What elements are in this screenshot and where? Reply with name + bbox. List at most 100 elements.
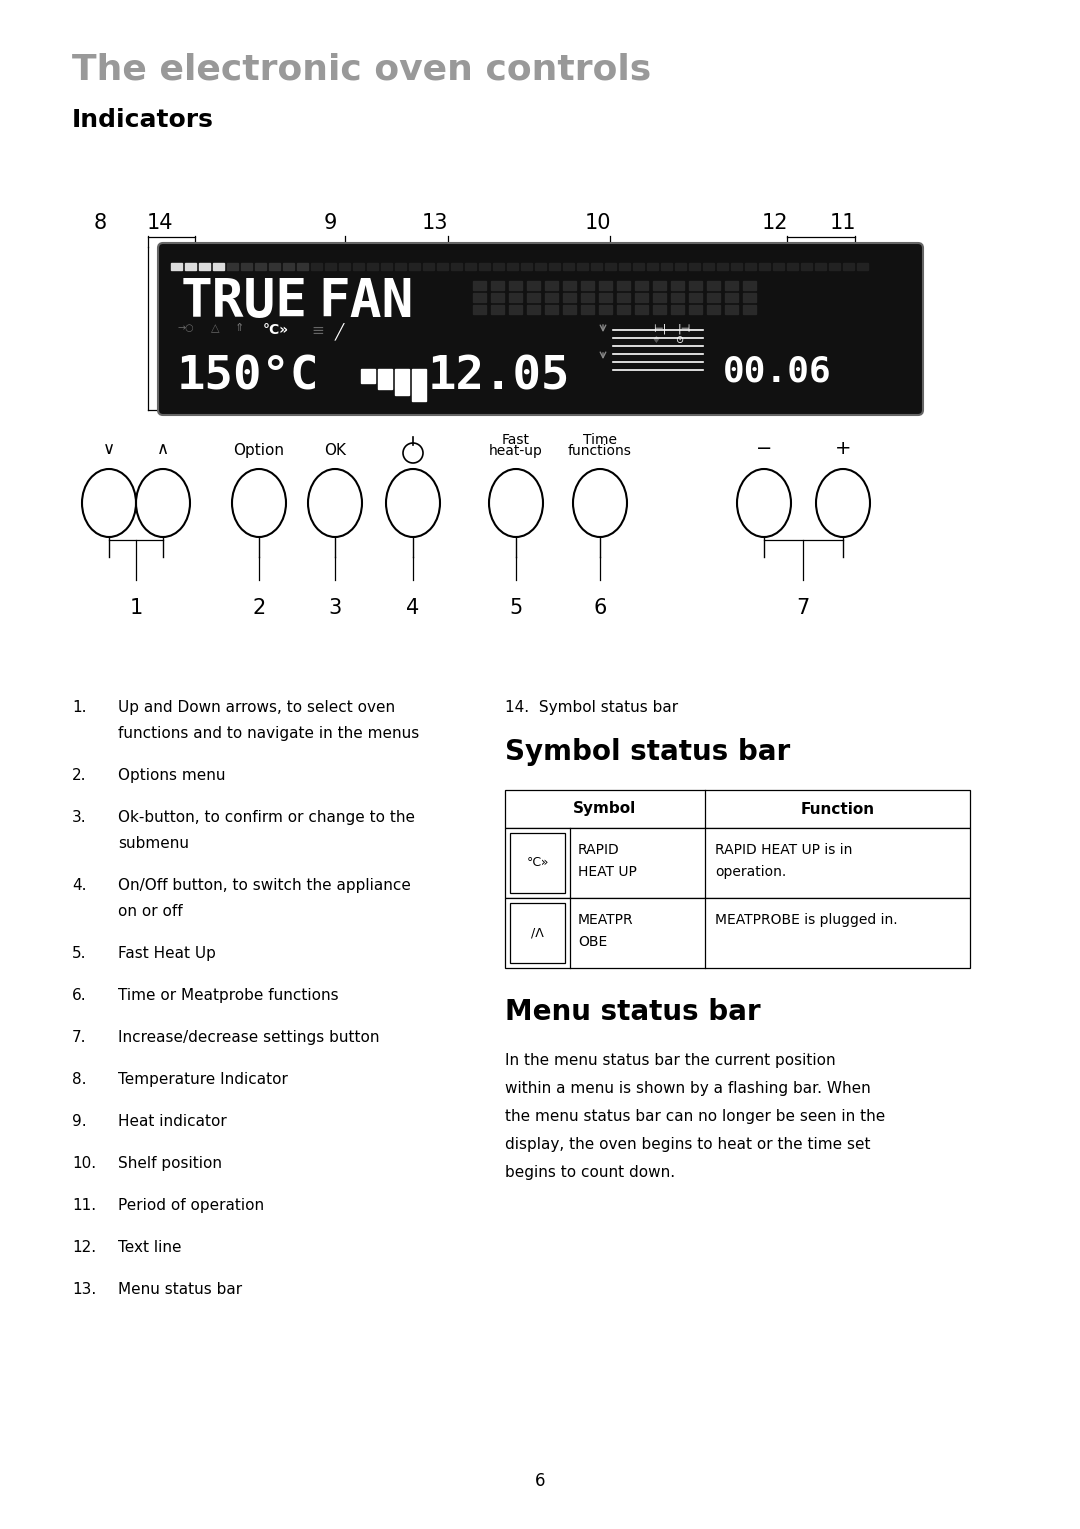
Bar [599, 281, 612, 291]
Bar [269, 263, 280, 271]
Text: ∧: ∧ [157, 440, 170, 459]
Bar [671, 294, 684, 303]
Text: 1.: 1. [72, 700, 86, 716]
Text: submenu: submenu [118, 836, 189, 852]
Text: Fast: Fast [502, 433, 530, 446]
Text: |⊣: |⊣ [678, 323, 691, 333]
Text: +: + [835, 439, 851, 459]
Text: −: − [756, 439, 772, 459]
Text: 7.: 7. [72, 1031, 86, 1044]
Bar [491, 304, 504, 313]
Bar [635, 304, 648, 313]
Bar [717, 263, 728, 271]
Text: Menu status bar: Menu status bar [118, 1281, 242, 1297]
Text: 12.: 12. [72, 1240, 96, 1255]
Text: RAPID: RAPID [578, 842, 620, 856]
Text: 1: 1 [130, 598, 143, 618]
Text: Options menu: Options menu [118, 768, 226, 783]
Bar [521, 263, 532, 271]
Text: On/Off button, to switch the appliance: On/Off button, to switch the appliance [118, 878, 410, 893]
Bar [725, 304, 738, 313]
Text: Function: Function [800, 801, 875, 816]
Bar [563, 263, 573, 271]
Text: 00.06: 00.06 [723, 355, 832, 388]
Bar [707, 304, 720, 313]
Bar [858, 263, 868, 271]
Text: ≡: ≡ [311, 323, 324, 338]
Text: Ok-button, to confirm or change to the: Ok-button, to confirm or change to the [118, 810, 415, 826]
Text: functions and to navigate in the menus: functions and to navigate in the menus [118, 726, 419, 742]
Bar [545, 294, 558, 303]
Text: HEAT UP: HEAT UP [578, 865, 637, 879]
Text: 11.: 11. [72, 1199, 96, 1212]
Text: Option: Option [233, 443, 284, 459]
Text: 10.: 10. [72, 1156, 96, 1171]
Bar [505, 829, 970, 898]
Bar [581, 294, 594, 303]
Bar [395, 368, 409, 394]
Text: ⊙: ⊙ [675, 335, 684, 346]
Bar [671, 281, 684, 291]
Text: ⇑: ⇑ [235, 323, 244, 333]
Text: MEATPR: MEATPR [578, 913, 634, 927]
Bar [255, 263, 266, 271]
Bar [491, 294, 504, 303]
Text: °C»: °C» [264, 323, 289, 336]
Text: Up and Down arrows, to select oven: Up and Down arrows, to select oven [118, 700, 395, 716]
Bar [653, 294, 666, 303]
Bar [599, 304, 612, 313]
Text: 12.05: 12.05 [428, 355, 570, 401]
Text: TRUE: TRUE [181, 277, 308, 329]
Bar [689, 281, 702, 291]
Text: RAPID HEAT UP is in: RAPID HEAT UP is in [715, 842, 852, 856]
Bar [527, 294, 540, 303]
Text: functions: functions [568, 443, 632, 459]
Bar [563, 304, 576, 313]
Bar [361, 368, 375, 382]
Bar [509, 281, 522, 291]
Bar [707, 294, 720, 303]
Text: display, the oven begins to heat or the time set: display, the oven begins to heat or the … [505, 1138, 870, 1151]
Text: →○: →○ [177, 323, 193, 333]
Bar [689, 263, 700, 271]
Text: 150°C: 150°C [177, 355, 320, 401]
Text: Fast Heat Up: Fast Heat Up [118, 946, 216, 962]
Bar [395, 263, 406, 271]
Text: Time: Time [583, 433, 617, 446]
Bar [509, 294, 522, 303]
Bar [605, 263, 616, 271]
Bar [731, 263, 742, 271]
Text: ╱: ╱ [335, 323, 345, 341]
Bar [213, 263, 224, 271]
Text: 14: 14 [147, 213, 173, 232]
Bar [787, 263, 798, 271]
Bar [199, 263, 210, 271]
Bar [171, 263, 183, 271]
Text: 7: 7 [796, 598, 810, 618]
Text: Increase/decrease settings button: Increase/decrease settings button [118, 1031, 379, 1044]
Text: 11: 11 [829, 213, 856, 232]
Bar [505, 898, 970, 968]
Bar [325, 263, 336, 271]
Bar [745, 263, 756, 271]
Bar [725, 281, 738, 291]
Bar [549, 263, 561, 271]
Text: 9.: 9. [72, 1115, 86, 1128]
Bar [653, 281, 666, 291]
Bar [545, 281, 558, 291]
Text: OBE: OBE [578, 936, 607, 950]
Bar [773, 263, 784, 271]
FancyBboxPatch shape [158, 243, 923, 414]
Text: 4.: 4. [72, 878, 86, 893]
Text: 5: 5 [510, 598, 523, 618]
Text: ♦: ♦ [651, 335, 660, 346]
Text: Temperature Indicator: Temperature Indicator [118, 1072, 288, 1087]
Bar [283, 263, 294, 271]
Bar [227, 263, 238, 271]
Text: 2.: 2. [72, 768, 86, 783]
Bar [423, 263, 434, 271]
Bar [743, 304, 756, 313]
Bar [801, 263, 812, 271]
Bar [381, 263, 392, 271]
Text: 4: 4 [406, 598, 420, 618]
